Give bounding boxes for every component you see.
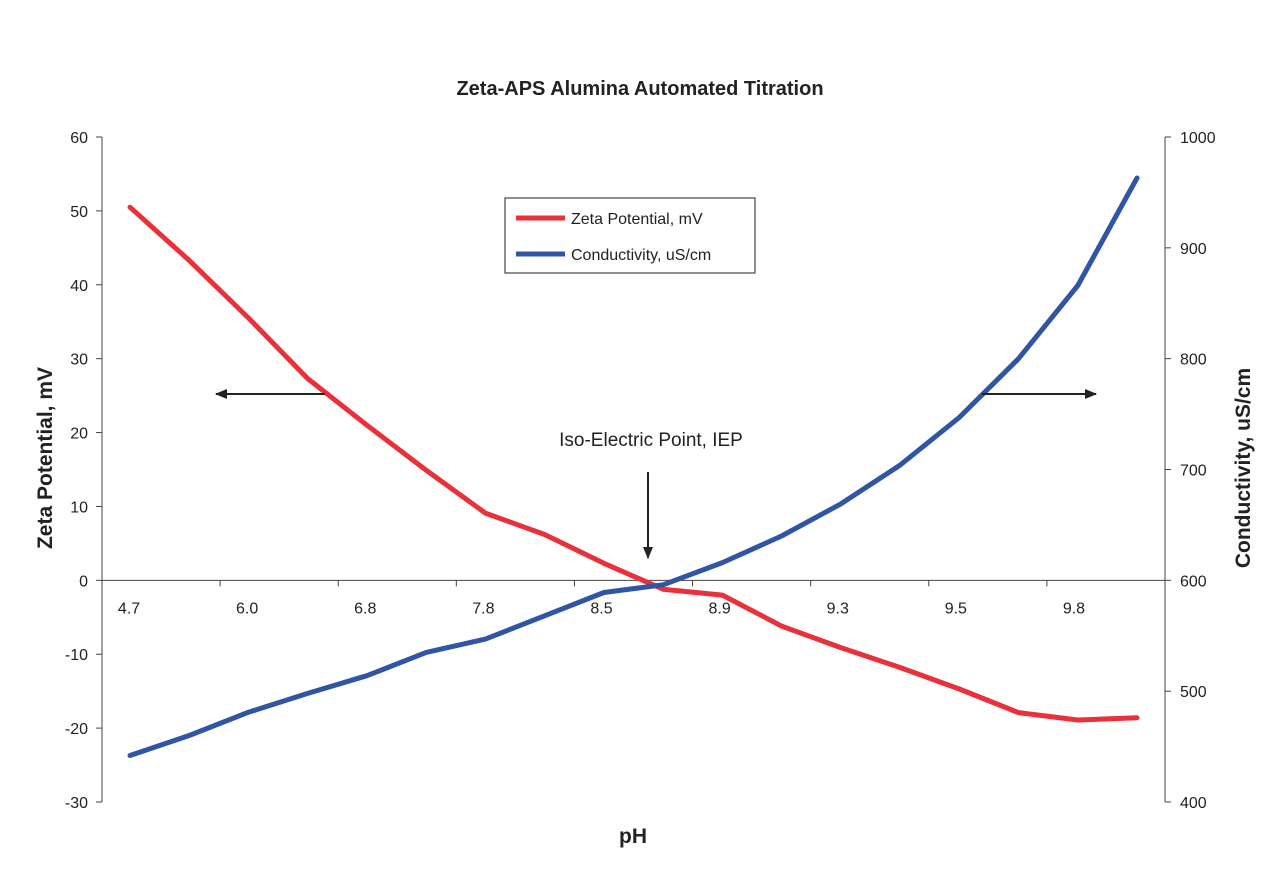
right-tick-label: 1000 xyxy=(1180,130,1216,147)
legend-box xyxy=(504,197,756,274)
x-tick-label: 9.5 xyxy=(945,600,967,617)
right-tick-label: 400 xyxy=(1180,795,1207,812)
left-tick-label: 40 xyxy=(70,278,88,295)
left-tick-label: 50 xyxy=(70,204,88,221)
conductivity-line xyxy=(127,175,1140,758)
x-tick-label: 9.3 xyxy=(827,600,849,617)
zeta-potential-line xyxy=(127,204,1140,723)
x-tick-label: 9.8 xyxy=(1063,600,1085,617)
legend-label-conductivity: Conductivity, uS/cm xyxy=(571,247,711,264)
right-tick-label: 600 xyxy=(1180,573,1207,590)
left-axis-title: Zeta Potential, mV xyxy=(34,367,57,549)
left-tick-label: 60 xyxy=(70,130,88,147)
left-tick-label: -30 xyxy=(65,795,88,812)
x-tick-label: 6.8 xyxy=(354,600,376,617)
right-tick-label: 800 xyxy=(1180,352,1207,369)
left-tick-label: -20 xyxy=(65,721,88,738)
x-tick-label: 6.0 xyxy=(236,600,258,617)
x-tick-label: 7.8 xyxy=(472,600,494,617)
x-tick-label: 8.9 xyxy=(708,600,730,617)
left-tick-label: 10 xyxy=(70,499,88,516)
legend: Zeta Potential, mV Conductivity, uS/cm xyxy=(504,197,756,274)
right-axis-ticks: 1000 900 800 700 600 500 400 xyxy=(1165,130,1216,812)
chart-title: Zeta-APS Alumina Automated Titration xyxy=(456,78,823,100)
x-tick-label: 8.5 xyxy=(590,600,612,617)
left-tick-label: 20 xyxy=(70,426,88,443)
right-axis-title: Conductivity, uS/cm xyxy=(1232,368,1255,568)
left-tick-label: 30 xyxy=(70,352,88,369)
left-tick-label: 0 xyxy=(79,573,88,590)
right-tick-label: 700 xyxy=(1180,463,1207,480)
iep-annotation-label: Iso-Electric Point, IEP xyxy=(559,430,743,451)
x-axis-title: pH xyxy=(619,825,647,848)
left-axis-ticks: 60 50 40 30 20 10 0 -10 -20 -30 xyxy=(65,130,102,812)
right-tick-label: 900 xyxy=(1180,241,1207,258)
legend-label-zeta: Zeta Potential, mV xyxy=(571,211,703,228)
x-axis-ticks: 4.7 6.0 6.8 7.8 8.5 8.9 9.3 9.5 9.8 xyxy=(118,580,1085,617)
x-tick-label: 4.7 xyxy=(118,600,140,617)
right-tick-label: 500 xyxy=(1180,684,1207,701)
left-tick-label: -10 xyxy=(65,647,88,664)
series-layer xyxy=(127,175,1140,758)
